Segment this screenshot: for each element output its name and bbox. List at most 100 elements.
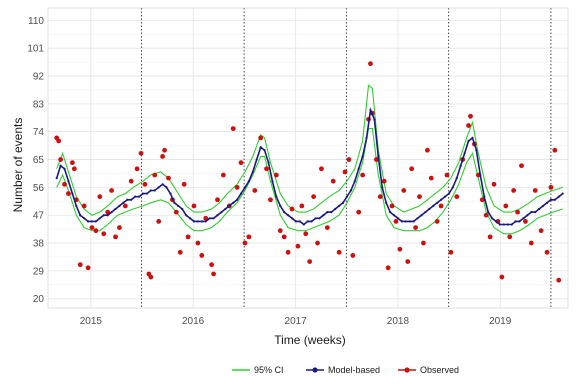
- observed-point: [319, 166, 324, 172]
- observed-point: [258, 135, 264, 141]
- y-tick-label: 101: [27, 44, 44, 55]
- observed-point: [424, 147, 430, 153]
- observed-point: [211, 271, 216, 277]
- observed-point: [138, 150, 144, 156]
- model-based-point: [67, 180, 70, 183]
- observed-point: [273, 172, 279, 178]
- y-tick-label: 56: [33, 183, 45, 194]
- plot-panel-border: [47, 7, 569, 309]
- y-tick-label: 65: [33, 155, 45, 166]
- observed-point: [385, 265, 391, 271]
- model-based-point: [341, 201, 345, 204]
- observed-point: [491, 181, 497, 187]
- model-based-point: [455, 177, 458, 180]
- model-based-point: [83, 217, 86, 220]
- observed-point: [336, 249, 342, 255]
- model-based-point: [526, 214, 529, 217]
- observed-point: [515, 209, 520, 215]
- model-based-point: [518, 220, 521, 223]
- observed-point: [428, 175, 434, 181]
- model-based-point: [330, 211, 333, 214]
- observed-point: [405, 259, 411, 265]
- observed-point: [93, 228, 99, 234]
- x-axis-title: Time (weeks): [274, 333, 346, 347]
- observed-point: [479, 197, 485, 203]
- observed-point: [356, 209, 362, 215]
- observed-point: [503, 203, 509, 209]
- model-based-point: [177, 204, 180, 208]
- model-based-point: [420, 214, 423, 217]
- model-based-point: [502, 223, 505, 226]
- observed-point: [58, 157, 64, 162]
- observed-point: [69, 160, 75, 166]
- legend-label: Model-based: [328, 365, 380, 375]
- legend-label: Observed: [420, 365, 459, 375]
- observed-point: [148, 274, 154, 280]
- observed-point: [209, 262, 215, 268]
- observed-point: [181, 181, 187, 187]
- x-tick-label: 2015: [80, 316, 103, 327]
- model-based-point: [369, 108, 372, 112]
- observed-point: [377, 194, 383, 200]
- model-based-point: [110, 211, 113, 214]
- observed-point: [295, 243, 301, 249]
- model-based-point: [294, 220, 298, 223]
- observed-point: [438, 203, 444, 209]
- y-tick-label: 110: [28, 16, 44, 27]
- observed-point: [173, 209, 179, 215]
- observed-point: [499, 274, 505, 280]
- y-tick-label: 74: [33, 127, 45, 138]
- observed-point: [487, 234, 493, 240]
- observed-point: [409, 166, 415, 172]
- observed-point: [268, 197, 273, 203]
- model-based-point: [467, 139, 470, 143]
- model-based-point: [224, 207, 227, 211]
- model-based-point: [337, 204, 341, 208]
- model-based-point: [498, 223, 502, 226]
- model-based-point: [208, 217, 211, 220]
- observed-point: [468, 113, 473, 119]
- observed-point: [315, 240, 320, 246]
- model-based-point: [471, 136, 474, 139]
- observed-point: [350, 253, 356, 258]
- x-tick-label: 2017: [285, 316, 308, 327]
- model-based-point: [196, 220, 199, 223]
- observed-point: [215, 197, 220, 203]
- observed-point: [299, 203, 305, 209]
- model-based-point: [236, 198, 239, 201]
- model-based-point: [122, 201, 125, 204]
- observed-point: [303, 231, 309, 237]
- observed-point: [417, 194, 422, 200]
- model-based-point: [298, 220, 301, 223]
- observed-point: [242, 240, 248, 246]
- model-based-point: [549, 198, 553, 201]
- y-tick-label: 92: [33, 72, 45, 83]
- observed-point: [285, 249, 291, 255]
- observed-point: [397, 246, 403, 252]
- observed-point: [160, 154, 165, 159]
- model-based-point: [228, 204, 231, 208]
- legend-item: Model-based: [306, 365, 380, 375]
- model-based-point: [314, 217, 317, 220]
- observed-point: [401, 188, 407, 193]
- grid: [48, 8, 568, 308]
- model-based-point: [192, 220, 196, 223]
- observed-point: [128, 178, 134, 184]
- observed-point: [142, 181, 148, 187]
- legend-label: 95% CI: [254, 365, 284, 375]
- model-based-point: [475, 149, 478, 152]
- observed-point: [185, 234, 191, 240]
- observed-point: [234, 184, 240, 190]
- model-based-point: [255, 158, 258, 161]
- model-based-point: [373, 118, 376, 121]
- observed-point: [85, 265, 91, 271]
- x-tick-label: 2016: [182, 316, 205, 327]
- model-based-point: [271, 180, 274, 183]
- model-based-point: [181, 207, 184, 211]
- series: [54, 61, 564, 283]
- model-based-point: [216, 214, 219, 217]
- observed-point: [56, 138, 62, 144]
- model-based-point: [161, 183, 164, 186]
- model-based-point: [247, 180, 250, 183]
